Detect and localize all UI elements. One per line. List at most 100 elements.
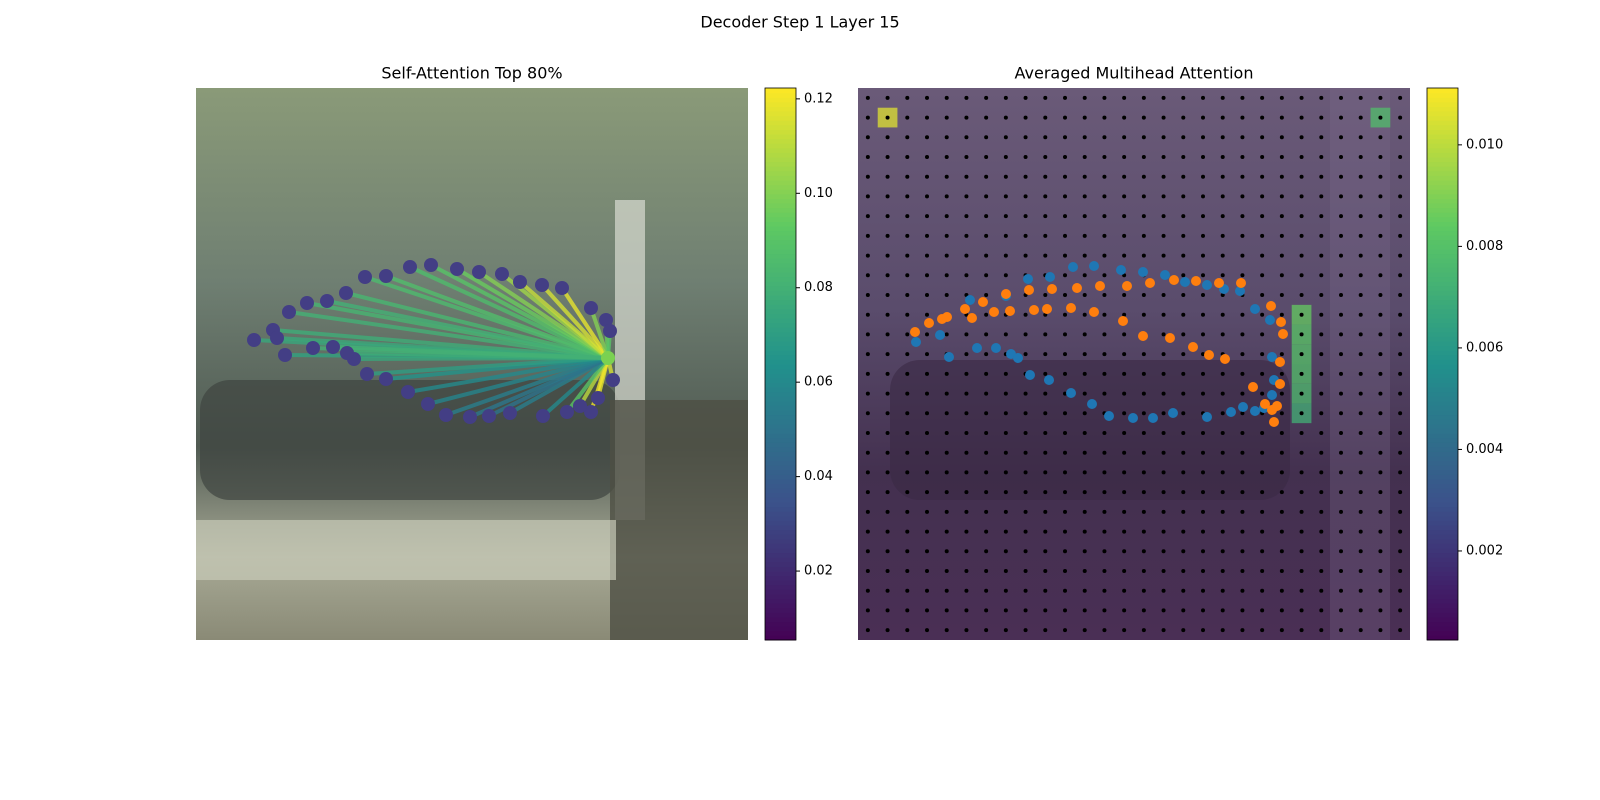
colorbar-gradient — [765, 575, 796, 581]
reference-point — [1240, 352, 1245, 357]
reference-point — [1122, 569, 1127, 573]
colorbar-gradient — [765, 502, 796, 508]
reference-point — [1043, 608, 1048, 613]
reference-point — [1201, 312, 1205, 317]
reference-point — [984, 431, 989, 435]
photo-shape — [1330, 88, 1390, 640]
reference-point — [1082, 115, 1087, 120]
sampling-point — [1001, 289, 1011, 299]
colorbar-gradient — [765, 446, 796, 452]
colorbar-gradient — [1427, 474, 1458, 480]
reference-point — [1201, 608, 1205, 613]
reference-point — [1279, 371, 1284, 376]
reference-point — [1240, 332, 1245, 337]
reference-point — [925, 95, 929, 100]
reference-point — [1220, 293, 1225, 297]
colorbar-gradient — [765, 400, 796, 406]
colorbar-gradient — [765, 341, 796, 347]
reference-point — [885, 628, 890, 633]
reference-point — [984, 155, 989, 159]
reference-point — [1240, 371, 1245, 376]
panel-title: Averaged Multihead Attention — [1015, 64, 1254, 83]
reference-point — [944, 608, 949, 613]
sampling-point — [1169, 275, 1179, 285]
colorbar-gradient — [765, 166, 796, 172]
reference-point — [1398, 470, 1403, 475]
reference-point — [925, 312, 929, 317]
reference-point — [1023, 509, 1028, 514]
sampling-point — [1267, 352, 1277, 362]
reference-point — [1279, 450, 1284, 455]
colorbar-gradient — [765, 147, 796, 153]
reference-point — [1161, 490, 1166, 495]
colorbar-gradient — [1427, 290, 1458, 296]
reference-point — [1122, 549, 1127, 554]
sampling-point — [1275, 357, 1285, 367]
colorbar-gradient — [765, 111, 796, 117]
colorbar-gradient — [1427, 124, 1458, 130]
reference-point — [1122, 470, 1127, 475]
colorbar-gradient — [1427, 318, 1458, 324]
reference-point — [1003, 529, 1008, 534]
reference-point — [1339, 470, 1343, 475]
attention-line — [345, 291, 609, 360]
reference-point — [1063, 470, 1067, 475]
reference-point — [1003, 509, 1008, 514]
reference-point — [1063, 194, 1067, 199]
colorbar-gradient — [1427, 607, 1458, 613]
reference-point — [1339, 352, 1343, 357]
sampling-point — [1276, 317, 1286, 327]
colorbar-gradient — [765, 143, 796, 149]
reference-point — [1181, 253, 1186, 258]
reference-point — [925, 194, 929, 199]
sampling-point — [1265, 315, 1275, 325]
reference-point — [1181, 194, 1186, 199]
reference-point — [1378, 490, 1383, 495]
reference-point — [1161, 391, 1166, 396]
reference-point — [1260, 155, 1265, 159]
colorbar-gradient — [765, 584, 796, 590]
colorbar-gradient — [765, 529, 796, 535]
colorbar-gradient — [1427, 630, 1458, 636]
reference-point — [865, 608, 870, 613]
keypoint — [555, 281, 569, 295]
reference-point — [1082, 391, 1087, 396]
reference-point — [865, 214, 870, 219]
reference-point — [1339, 549, 1343, 554]
keypoint — [599, 313, 613, 327]
reference-point — [1339, 490, 1343, 495]
reference-point — [964, 194, 969, 199]
colorbar-gradient — [765, 244, 796, 250]
reference-point — [905, 155, 910, 159]
reference-point — [1181, 509, 1186, 514]
sampling-point — [1089, 261, 1099, 271]
sampling-point — [1248, 382, 1258, 392]
reference-point — [885, 411, 890, 416]
reference-point — [1082, 233, 1087, 238]
colorbar-gradient — [765, 571, 796, 577]
sampling-point — [1269, 417, 1279, 427]
reference-point — [1279, 628, 1284, 633]
reference-point — [1141, 391, 1146, 396]
keypoint — [424, 258, 438, 272]
reference-point — [1358, 628, 1363, 633]
reference-point — [1319, 628, 1324, 633]
reference-point — [1260, 253, 1265, 258]
reference-point — [1339, 509, 1343, 514]
reference-point — [1122, 588, 1127, 593]
reference-point — [1161, 312, 1166, 317]
reference-point — [1063, 569, 1067, 573]
reference-point — [1299, 569, 1304, 573]
reference-point — [1141, 490, 1146, 495]
reference-point — [1181, 391, 1186, 396]
attention-line — [589, 307, 610, 359]
keypoint — [495, 267, 509, 281]
reference-point — [1220, 431, 1225, 435]
reference-point — [1063, 549, 1067, 554]
reference-point — [1063, 155, 1067, 159]
reference-point — [984, 588, 989, 593]
reference-point — [1378, 155, 1383, 159]
colorbar-gradient — [1427, 617, 1458, 623]
reference-point — [1279, 411, 1284, 416]
reference-point — [1279, 529, 1284, 534]
